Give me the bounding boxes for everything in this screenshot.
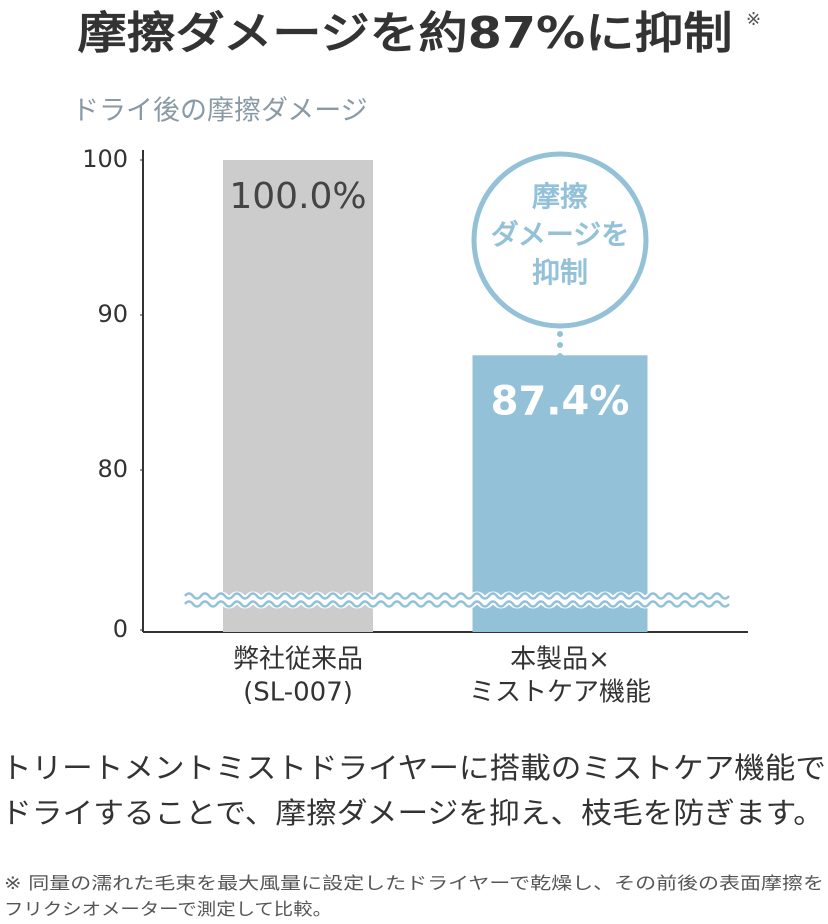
bar xyxy=(223,160,373,632)
annotation-text: 摩擦 xyxy=(532,180,588,213)
annotation-circle xyxy=(471,151,649,329)
break-wave xyxy=(184,592,730,600)
footnote: ※ 同量の濡れた毛束を最大風量に設定したドライヤーで乾燥し、その前後の表面摩擦を xyxy=(4,874,824,894)
footnote: フリクシオメーターで測定して比較。 xyxy=(4,900,332,920)
description: トリートメントミストドライヤーに搭載のミストケア機能で xyxy=(1,751,826,785)
title-note: ※ xyxy=(746,9,761,30)
value-label: 87.4% xyxy=(491,378,630,424)
y-tick-label: 80 xyxy=(97,455,128,483)
break-wave xyxy=(180,591,734,609)
x-tick-label: ミストケア機能 xyxy=(469,678,651,708)
value-label: 100.0% xyxy=(229,176,366,217)
x-tick-label: 本製品× xyxy=(510,645,610,675)
chart-title: 摩擦ダメージを約87%に抑制 xyxy=(78,8,733,59)
x-tick-label: 弊社従来品 xyxy=(233,645,363,675)
annotation-text: 抑制 xyxy=(532,256,588,289)
y-tick-label: 90 xyxy=(97,300,128,328)
y-tick-label: 100 xyxy=(82,145,128,173)
bar xyxy=(472,355,648,632)
y-tick-label: 0 xyxy=(113,615,128,643)
axis-break xyxy=(180,591,734,609)
annotation-text: ダメージを xyxy=(491,218,630,251)
description: ドライすることで、摩擦ダメージを抑え、枝毛を防ぎます。 xyxy=(1,796,824,830)
x-tick-label: (SL-007) xyxy=(243,678,353,708)
break-wave xyxy=(184,600,730,608)
chart-subtitle: ドライ後の摩擦ダメージ xyxy=(72,96,368,127)
